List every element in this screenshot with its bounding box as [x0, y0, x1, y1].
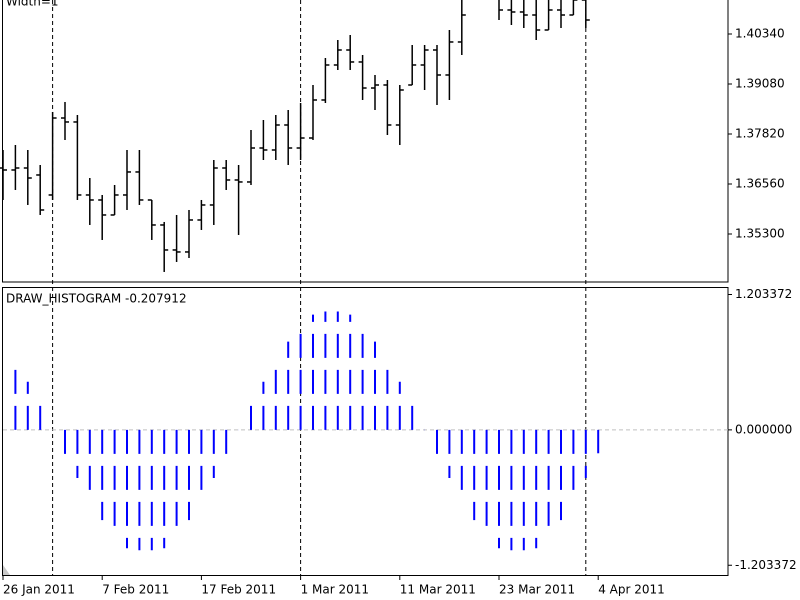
x-tick-label: 11 Mar 2011	[400, 583, 476, 597]
price-panel-frame	[2, 0, 729, 283]
y-tick-label: 0.000000	[735, 422, 792, 436]
corner-marker	[3, 565, 10, 575]
x-tick-label: 23 Mar 2011	[499, 583, 575, 597]
x-tick-label: 1 Mar 2011	[301, 583, 369, 597]
y-tick-label: 1.35300	[735, 226, 785, 240]
axes: 1.40340 1.39080 1.37820 1.36560 1.35300 26 Ja…	[2, 27, 797, 597]
indicator-panel-frame	[2, 287, 729, 576]
y-tick-label: 1.39080	[735, 77, 785, 91]
y-tick-label: 1.203372	[735, 287, 792, 301]
y-tick-label: 1.36560	[735, 176, 785, 190]
x-tick-label: 7 Feb 2011	[102, 583, 169, 597]
indicator-title: DRAW_HISTOGRAM -0.207912	[6, 292, 187, 306]
x-tick-label: 4 Apr 2011	[598, 583, 665, 597]
y-tick-label: -1.203372	[735, 558, 797, 572]
x-tick-label: 17 Feb 2011	[201, 583, 276, 597]
x-tick-label: 26 Jan 2011	[3, 583, 75, 597]
period-separators	[52, 0, 587, 575]
indicator-plot	[3, 311, 728, 551]
indicator-label: Width=1	[6, 0, 59, 9]
y-tick-label: 1.37820	[735, 126, 785, 140]
y-tick-label: 1.40340	[735, 27, 785, 41]
price-plot	[0, 0, 590, 272]
